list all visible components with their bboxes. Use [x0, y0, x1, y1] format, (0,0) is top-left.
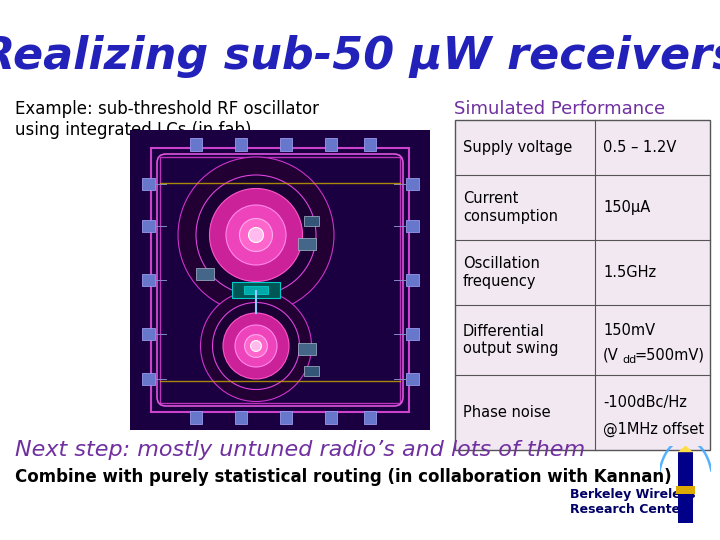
Bar	[455, 120, 710, 450]
Bar	[235, 138, 247, 151]
Bar	[142, 274, 155, 286]
Text: Oscillation
frequency: Oscillation frequency	[463, 256, 540, 289]
Text: Berkeley Wireless: Berkeley Wireless	[570, 488, 696, 501]
Bar	[325, 411, 337, 424]
Circle shape	[240, 219, 272, 252]
Bar	[189, 138, 202, 151]
Bar	[151, 148, 409, 412]
Bar	[298, 343, 316, 355]
Text: Combine with purely statistical routing (in collaboration with Kannan): Combine with purely statistical routing …	[15, 468, 672, 486]
Bar	[142, 178, 155, 190]
Bar	[406, 373, 418, 386]
Bar	[298, 238, 316, 250]
Bar	[325, 138, 337, 151]
Bar	[232, 281, 280, 298]
Bar	[406, 220, 418, 232]
Bar	[196, 268, 214, 280]
Circle shape	[210, 188, 302, 281]
Circle shape	[212, 302, 300, 389]
Bar	[244, 286, 268, 294]
Polygon shape	[678, 446, 693, 452]
Text: Simulated Performance: Simulated Performance	[454, 100, 665, 118]
Circle shape	[245, 335, 267, 357]
Bar	[142, 220, 155, 232]
Bar	[304, 366, 319, 376]
Bar	[676, 485, 695, 494]
Bar	[364, 138, 377, 151]
Bar	[160, 157, 400, 403]
Circle shape	[235, 325, 277, 367]
Bar	[279, 411, 292, 424]
Circle shape	[226, 205, 286, 265]
Bar	[235, 411, 247, 424]
Text: Research Center: Research Center	[570, 503, 686, 516]
Text: 1.5GHz: 1.5GHz	[603, 265, 656, 280]
Text: Example: sub-threshold RF oscillator
using integrated LCs (in fab): Example: sub-threshold RF oscillator usi…	[15, 100, 319, 139]
Text: Phase noise: Phase noise	[463, 405, 551, 420]
Bar	[364, 411, 377, 424]
Text: 150mV: 150mV	[603, 323, 655, 339]
Text: -100dBc/Hz: -100dBc/Hz	[603, 395, 687, 410]
Text: dd: dd	[622, 355, 636, 365]
Polygon shape	[678, 452, 693, 523]
Circle shape	[178, 157, 334, 313]
Circle shape	[223, 313, 289, 379]
Text: (V: (V	[603, 348, 618, 363]
Circle shape	[251, 341, 261, 352]
Text: 150μA: 150μA	[603, 200, 650, 215]
Text: Differential
output swing: Differential output swing	[463, 324, 559, 356]
Text: Current
consumption: Current consumption	[463, 191, 558, 224]
Circle shape	[196, 175, 316, 295]
Bar	[304, 215, 319, 226]
Circle shape	[200, 291, 312, 402]
Text: @1MHz offset: @1MHz offset	[603, 421, 704, 437]
Text: =500mV): =500mV)	[635, 348, 705, 363]
Bar	[406, 274, 418, 286]
Bar	[406, 178, 418, 190]
Bar	[279, 138, 292, 151]
Bar	[406, 328, 418, 340]
Bar	[142, 373, 155, 386]
Text: Supply voltage: Supply voltage	[463, 140, 572, 155]
Text: Realizing sub-50 μW receivers: Realizing sub-50 μW receivers	[0, 35, 720, 78]
Circle shape	[248, 227, 264, 242]
Bar	[142, 328, 155, 340]
Text: Next step: mostly untuned radio’s and lots of them: Next step: mostly untuned radio’s and lo…	[15, 440, 585, 460]
Text: 0.5 – 1.2V: 0.5 – 1.2V	[603, 140, 676, 155]
Bar	[189, 411, 202, 424]
